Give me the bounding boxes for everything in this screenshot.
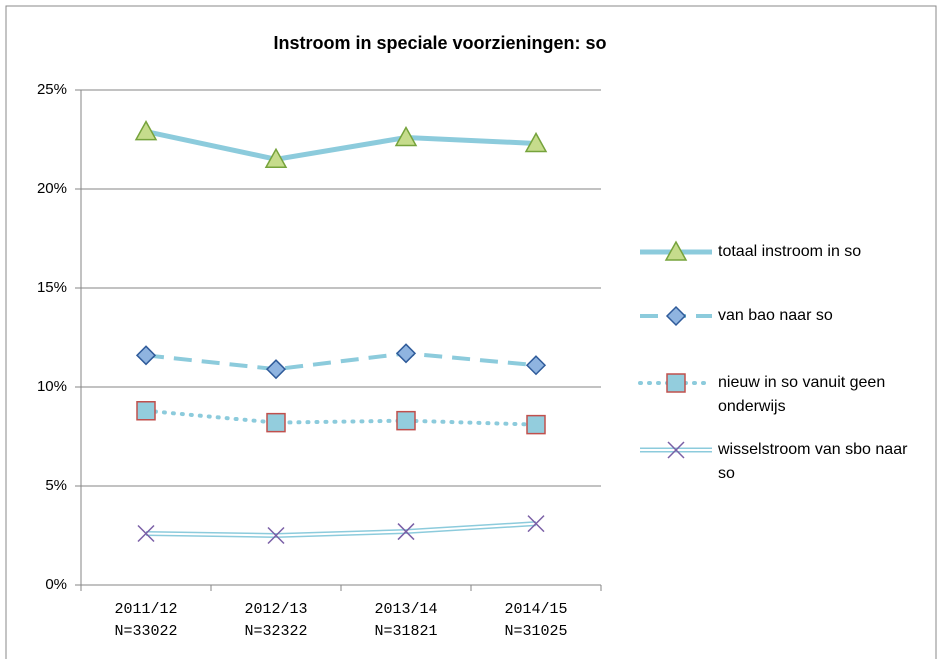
data-point: [135, 345, 157, 366]
data-point: [134, 120, 158, 141]
x-tick-count: N=31025: [504, 623, 567, 640]
data-point: [525, 355, 547, 376]
y-tick-label: 25%: [37, 81, 67, 98]
data-point: [526, 414, 546, 435]
legend-label: nieuw in so vanuit geen onderwijs: [718, 374, 886, 415]
series-line: [145, 522, 537, 537]
y-tick-label: 15%: [37, 279, 67, 296]
series-line: [145, 129, 537, 162]
legend-marker: [664, 240, 688, 261]
data-point: [137, 524, 155, 543]
y-tick-label: 0%: [45, 576, 67, 593]
chart-title: Instroom in speciale voorzieningen: so: [273, 33, 606, 53]
data-point: [527, 515, 545, 533]
series-line: [145, 351, 537, 372]
data-point: [395, 343, 417, 364]
data-point: [264, 147, 288, 169]
y-tick-label: 20%: [37, 180, 67, 197]
series-line: [144, 408, 538, 427]
x-tick-label: 2014/15: [504, 601, 567, 618]
data-point: [267, 526, 285, 545]
y-tick-label: 5%: [45, 477, 67, 494]
x-tick-count: N=33022: [114, 623, 177, 640]
data-point: [396, 410, 416, 431]
data-point: [524, 131, 548, 153]
y-tick-label: 10%: [37, 378, 67, 395]
legend-label: van bao naar so: [718, 307, 833, 324]
legend-label: wisselstroom van sbo naar so: [718, 441, 908, 482]
data-point: [266, 412, 286, 433]
x-tick-label: 2012/13: [244, 601, 307, 618]
legend-marker: [665, 305, 687, 327]
data-point: [136, 401, 156, 421]
x-tick-label: 2013/14: [374, 601, 437, 618]
legend-marker: [666, 373, 686, 393]
x-tick-count: N=32322: [244, 623, 307, 640]
legend-marker: [667, 441, 685, 459]
data-point: [394, 125, 418, 147]
data-point: [265, 359, 287, 380]
data-point: [397, 523, 415, 541]
chart-frame: [5, 5, 937, 659]
x-tick-label: 2011/12: [114, 601, 177, 618]
legend-label: totaal instroom in so: [718, 243, 862, 260]
x-tick-count: N=31821: [374, 623, 437, 640]
